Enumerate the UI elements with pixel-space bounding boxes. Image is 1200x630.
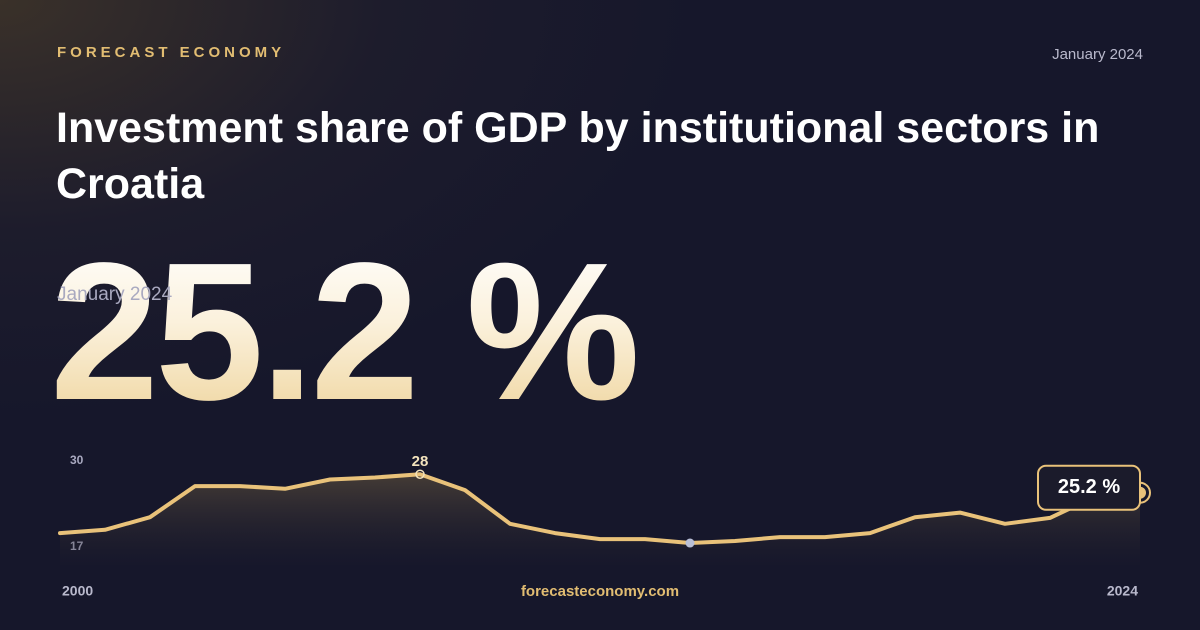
brand: FORECAST ECONOMY (57, 44, 286, 61)
y-tick-label: 30 (70, 453, 84, 467)
headline-date: January 2024 (57, 284, 173, 305)
headline-value: 25.2 % (50, 222, 640, 441)
x-tick-label: 2024 (1107, 583, 1138, 599)
peak-label: 28 (412, 453, 429, 470)
footer: forecasteconomy.com (520, 583, 680, 600)
area (60, 474, 1140, 565)
peak-marker (415, 469, 425, 479)
last-label-box (1037, 464, 1141, 511)
date: January 2024 (1052, 46, 1143, 63)
min-marker (685, 538, 695, 548)
title: Investment share of GDP by institutional… (56, 104, 1100, 208)
last-label: 25.2 % (1058, 476, 1120, 498)
line (58, 472, 1142, 545)
x-tick-label: 2000 (62, 583, 93, 599)
